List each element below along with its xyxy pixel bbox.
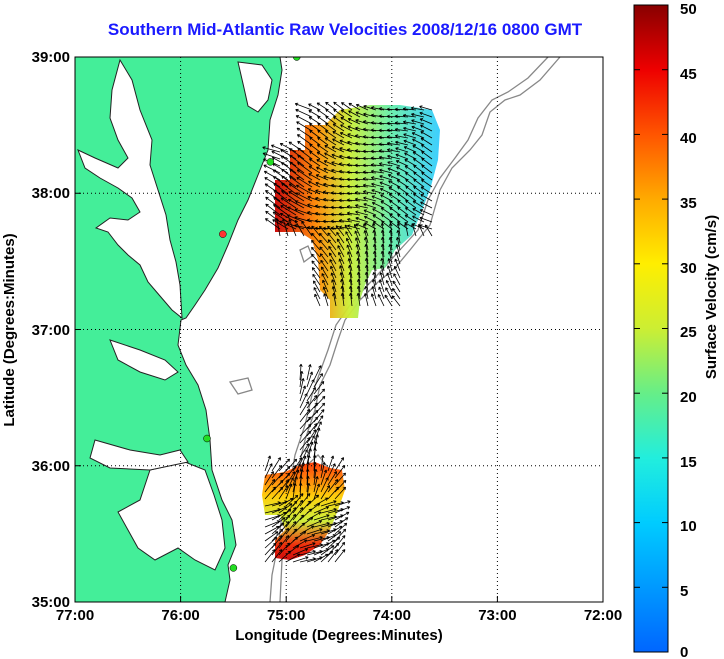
y-tick-label: 38:00 [32,185,70,202]
colorbar-tick: 50 [680,1,697,18]
map-title: Southern Mid-Atlantic Raw Velocities 200… [107,20,583,39]
colorbar-tick: 40 [680,130,697,147]
grid-lines [75,57,603,602]
y-axis-label: Latitude (Degrees:Minutes) [1,233,18,426]
x-tick-label: 76:00 [161,607,199,624]
x-tick-label: 77:00 [56,607,94,624]
y-tick-label: 35:00 [32,594,70,611]
chesapeake-bay [77,58,183,320]
radar-station-marker [203,434,211,443]
x-axis-label: Longitude (Degrees:Minutes) [235,627,443,644]
colorbar-tick: 25 [680,324,697,341]
colorbar-tick: 10 [680,518,697,535]
x-tick-label: 74:00 [373,607,411,624]
colorbar-tick: 20 [680,389,697,406]
radar-station-marker [219,230,227,238]
delaware-bay [237,61,273,113]
y-tick-label: 39:00 [32,49,70,66]
y-tick-label: 37:00 [32,322,70,339]
colorbar-tick: 30 [680,260,697,277]
hf-radar-stations [203,57,301,572]
x-tick-label: 73:00 [478,607,516,624]
radar-station-marker [266,158,275,166]
velocity-vectors [262,101,433,563]
radar-station-marker [293,57,301,61]
colorbar-tick: 15 [680,454,697,471]
radar-station-marker [229,564,238,572]
x-tick-label: 72:00 [584,607,622,624]
pamlico-sound [117,461,226,571]
x-tick-label: 75:00 [267,607,305,624]
colorbar-tick: 0 [680,644,688,659]
colorbar-tick: 45 [680,66,697,83]
colorbar-tick: 5 [680,583,688,600]
colorbar-label: Surface Velocity (cm/s) [703,215,720,379]
colorbar-tick: 35 [680,195,697,212]
y-tick-label: 36:00 [32,458,70,475]
